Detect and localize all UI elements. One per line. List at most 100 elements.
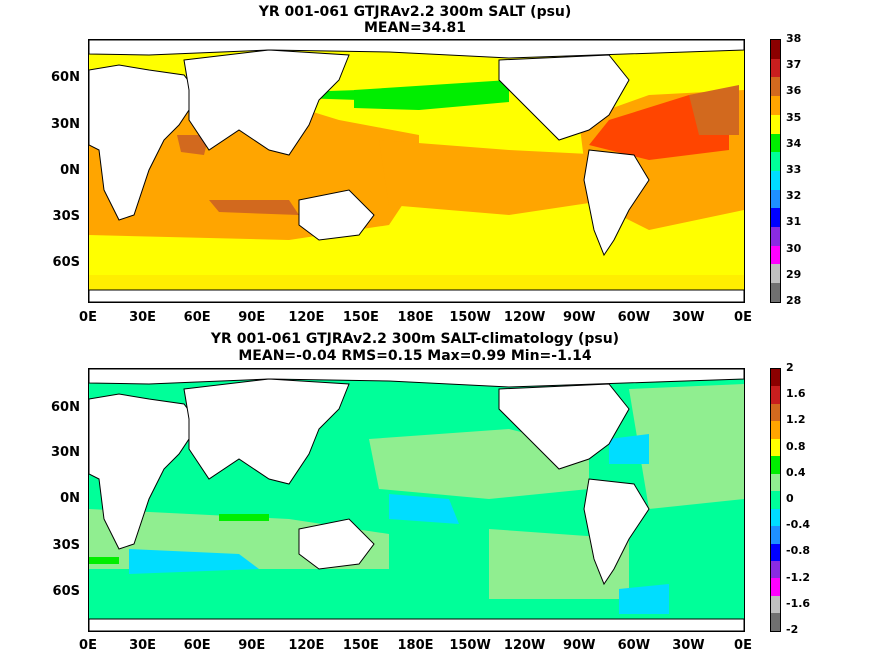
north-america-land — [498, 383, 630, 470]
panel1-colorbar-label: 37 — [786, 58, 802, 72]
panel2-lat-0n: 0N — [60, 491, 80, 506]
panel1-colorbar-segment — [771, 114, 780, 134]
panel1-mean: MEAN=34.81 — [363, 20, 467, 36]
panel2-colorbar-segment — [771, 560, 780, 579]
panel1-lat-60s: 60S — [52, 255, 80, 270]
panel1-lon-label: 90W — [563, 310, 596, 325]
north-atlantic-peak — [689, 85, 739, 135]
panel2-lon-label: 0E — [79, 638, 97, 653]
pacific-orange — [379, 140, 609, 215]
panel1-colorbar — [770, 39, 781, 303]
panel2-colorbar-segment — [771, 386, 780, 404]
panel1-colorbar-segment — [771, 152, 780, 171]
panel1-colorbar-label: 38 — [786, 32, 802, 45]
panel2-colorbar-segment — [771, 403, 780, 422]
panel2-lon-label: 150W — [449, 638, 491, 653]
panel1-lat-0n: 0N — [60, 163, 80, 178]
panel1-lon-label: 0E — [79, 310, 97, 325]
panel1-colorbar-segment — [771, 77, 780, 97]
panel2-colorbar-label: 0.8 — [786, 439, 806, 453]
panel1-lon-label: 30E — [129, 310, 157, 325]
panel2-colorbar-label: 0.4 — [786, 465, 806, 479]
panel2-lat-60s: 60S — [52, 584, 80, 599]
panel2-lon-label: 90W — [563, 638, 596, 653]
panel2-colorbar-segment — [771, 473, 780, 492]
panel2-colorbar-segment — [771, 526, 780, 544]
north-pacific-low — [354, 80, 509, 110]
southern-ocean-band — [89, 275, 744, 290]
africa-europe-land — [89, 393, 200, 550]
indian-positive — [219, 514, 269, 521]
panel2-colorbar-label: 1.6 — [786, 387, 806, 401]
panel2-colorbar-segment — [771, 578, 780, 596]
panel1-colorbar-segment — [771, 133, 780, 153]
panel2-map — [88, 368, 745, 632]
panel1-colorbar-label: 35 — [786, 110, 802, 124]
panel1-title: YR 001-061 GTJRAv2.2 300m SALT (psu) — [258, 4, 572, 20]
africa-europe-land — [89, 64, 200, 221]
panel1-colorbar-segment — [771, 245, 780, 265]
panel1-colorbar-segment — [771, 189, 780, 209]
panel2-colorbar-segment — [771, 456, 780, 474]
panel1-lon-label: 60W — [617, 310, 651, 325]
panel1-lon-label: 150E — [342, 310, 379, 325]
panel1-lon-label: 0E — [734, 310, 752, 325]
south-positive — [89, 557, 119, 564]
panel2-colorbar-label: 1.2 — [786, 413, 806, 427]
panel1-lon-label: 30W — [672, 310, 705, 325]
indian-ocean-band — [209, 200, 299, 215]
southern-indian-negative — [129, 549, 259, 574]
panel1-colorbar-segment — [771, 96, 780, 115]
panel2-lon-label: 120W — [503, 638, 546, 653]
australia-land — [298, 518, 375, 570]
north-america-land — [498, 54, 630, 141]
panel1-lon-label: 120W — [503, 310, 546, 325]
panel2-stats: MEAN=-0.04 RMS=0.15 Max=0.99 Min=-1.14 — [238, 348, 592, 364]
warm-pool-negative — [389, 494, 459, 524]
arabian-sea-high — [177, 135, 209, 155]
panel2-colorbar-label: 0 — [786, 492, 794, 505]
panel1-lat-30n: 30N — [51, 117, 80, 132]
panel1-map — [88, 39, 745, 303]
south-atlantic-negative — [619, 584, 669, 614]
panel1-colorbar-segment — [771, 58, 780, 78]
antarctica-land — [89, 618, 744, 631]
panel2-colorbar-label: -2 — [786, 623, 799, 636]
panel1-lon-label: 150W — [449, 310, 491, 325]
panel2-colorbar-segment — [771, 613, 780, 631]
panel1-lat-60n: 60N — [51, 70, 80, 85]
panel1-colorbar-label: 28 — [786, 294, 802, 307]
asia-land — [183, 378, 350, 485]
south-america-land — [583, 478, 650, 586]
panel1-colorbar-segment — [771, 40, 780, 59]
panel2-colorbar-label: -1.6 — [786, 596, 811, 610]
panel2-lon-label: 150E — [342, 638, 379, 653]
panel1-colorbar-segment — [771, 264, 780, 284]
panel2-colorbar-segment — [771, 438, 780, 457]
panel1-lon-label: 90E — [238, 310, 266, 325]
panel1-colorbar-segment — [771, 208, 780, 228]
panel2-lon-label: 30W — [672, 638, 705, 653]
panel2-colorbar-label: -0.4 — [786, 518, 811, 532]
panel1-lon-label: 180E — [397, 310, 434, 325]
panel2-colorbar-segment — [771, 508, 780, 527]
panel2-lon-label: 180E — [397, 638, 434, 653]
panel2-colorbar-label: 2 — [786, 361, 794, 374]
panel1-colorbar-label: 29 — [786, 267, 802, 281]
panel1-colorbar-label: 36 — [786, 84, 802, 98]
panel2-lat-60n: 60N — [51, 400, 80, 415]
panel2-colorbar-segment — [771, 595, 780, 614]
panel1-colorbar-label: 33 — [786, 163, 802, 176]
panel2-colorbar-segment — [771, 421, 780, 439]
panel2-lon-label: 60E — [183, 638, 211, 653]
panel2-field-svg — [89, 369, 744, 631]
gulf-stream-negative — [609, 434, 649, 464]
south-america-land — [583, 149, 650, 257]
panel2-colorbar-segment — [771, 369, 780, 387]
panel1-colorbar-segment — [771, 170, 780, 190]
panel2-lon-label: 30E — [129, 638, 157, 653]
arctic-land — [89, 40, 744, 59]
panel2-title: YR 001-061 GTJRAv2.2 300m SALT-climatolo… — [210, 331, 620, 347]
australia-land — [298, 189, 375, 241]
antarctica-land — [89, 289, 744, 302]
